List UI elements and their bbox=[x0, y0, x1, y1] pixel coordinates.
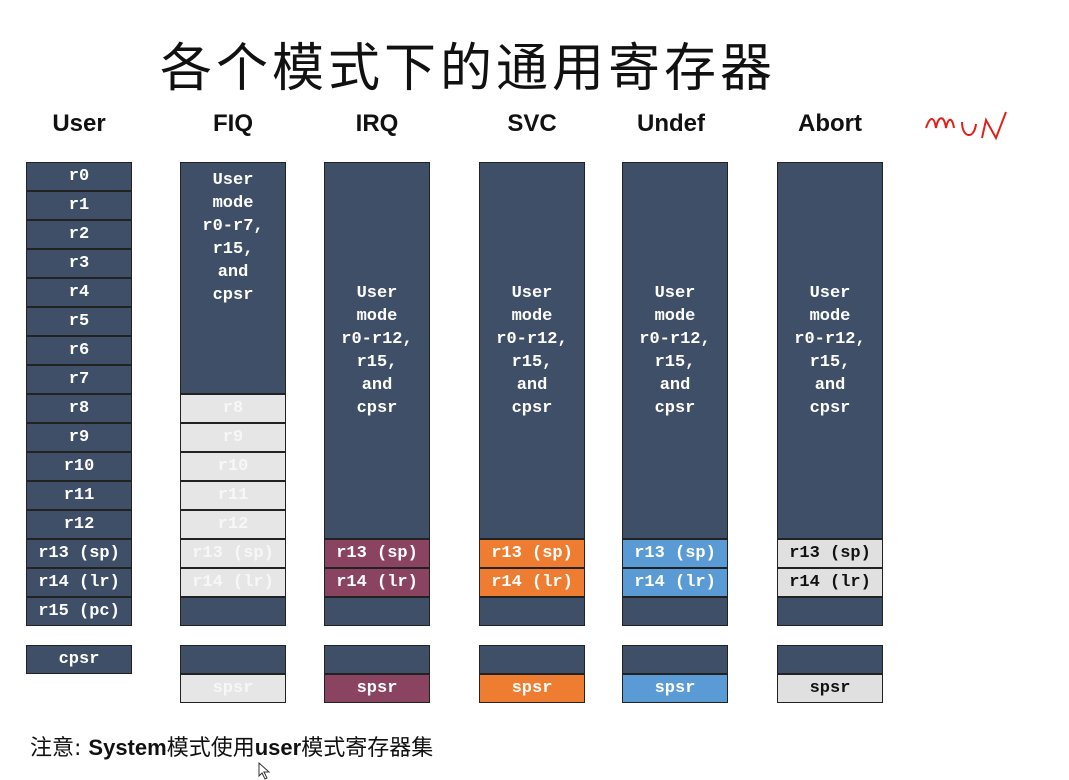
note-bold-system: System bbox=[88, 735, 167, 760]
footnote: 注意: System模式使用user模式寄存器集 bbox=[30, 730, 433, 762]
shared-registers-block: User mode r0-r7, r15, and cpsr bbox=[180, 162, 286, 394]
register-r12: r12 bbox=[26, 510, 132, 539]
register-r1: r1 bbox=[26, 191, 132, 220]
register-r15: r15 (pc) bbox=[26, 597, 132, 626]
register-r7: r7 bbox=[26, 365, 132, 394]
register-r13: r13 (sp) bbox=[26, 539, 132, 568]
abort-register-r14: r14 (lr) bbox=[777, 568, 883, 597]
shared-registers-block: User mode r0-r12, r15, and cpsr bbox=[777, 162, 883, 539]
register-cpsr: cpsr bbox=[26, 645, 132, 674]
column-irq: User mode r0-r12, r15, and cpsr r13 (sp)… bbox=[324, 162, 430, 703]
svc-register-r13: r13 (sp) bbox=[479, 539, 585, 568]
register-r0: r0 bbox=[26, 162, 132, 191]
fiq-register-r8: r8 bbox=[180, 394, 286, 423]
svc-register-r14: r14 (lr) bbox=[479, 568, 585, 597]
irq-cpsr-slot bbox=[324, 645, 430, 674]
fiq-register-r10: r10 bbox=[180, 452, 286, 481]
column-svc: User mode r0-r12, r15, and cpsr r13 (sp)… bbox=[479, 162, 585, 703]
register-r4: r4 bbox=[26, 278, 132, 307]
register-r6: r6 bbox=[26, 336, 132, 365]
fiq-register-r13: r13 (sp) bbox=[180, 539, 286, 568]
column-user: r0 r1 r2 r3 r4 r5 r6 r7 r8 r9 r10 r11 r1… bbox=[26, 162, 132, 674]
fiq-register-r11: r11 bbox=[180, 481, 286, 510]
register-r2: r2 bbox=[26, 220, 132, 249]
header-irq: IRQ bbox=[355, 110, 399, 137]
column-abort: User mode r0-r12, r15, and cpsr r13 (sp)… bbox=[777, 162, 883, 703]
handwritten-scribble bbox=[925, 111, 1007, 141]
fiq-cpsr-slot bbox=[180, 645, 286, 674]
column-undef: User mode r0-r12, r15, and cpsr r13 (sp)… bbox=[622, 162, 728, 703]
mouse-cursor-icon bbox=[258, 762, 271, 780]
fiq-spsr: spsr bbox=[180, 674, 286, 703]
abort-register-r13: r13 (sp) bbox=[777, 539, 883, 568]
header-svc: SVC bbox=[507, 110, 557, 137]
column-fiq: User mode r0-r7, r15, and cpsr r8 r9 r10… bbox=[180, 162, 286, 703]
register-r8: r8 bbox=[26, 394, 132, 423]
register-r14: r14 (lr) bbox=[26, 568, 132, 597]
header-abort: Abort bbox=[798, 110, 862, 137]
irq-spsr: spsr bbox=[324, 674, 430, 703]
irq-r15-slot bbox=[324, 597, 430, 626]
note-bold-user: user bbox=[254, 735, 302, 760]
note-suffix: 模式寄存器集 bbox=[301, 736, 434, 761]
shared-registers-block: User mode r0-r12, r15, and cpsr bbox=[479, 162, 585, 539]
undef-r15-slot bbox=[622, 597, 728, 626]
note-prefix: 注意: bbox=[30, 736, 89, 761]
fiq-register-r12: r12 bbox=[180, 510, 286, 539]
abort-r15-slot bbox=[777, 597, 883, 626]
register-r10: r10 bbox=[26, 452, 132, 481]
abort-cpsr-slot bbox=[777, 645, 883, 674]
header-undef: Undef bbox=[637, 110, 705, 137]
irq-register-r14: r14 (lr) bbox=[324, 568, 430, 597]
note-mid: 模式使用 bbox=[166, 736, 255, 761]
header-fiq: FIQ bbox=[213, 110, 253, 137]
register-r11: r11 bbox=[26, 481, 132, 510]
fiq-register-r9: r9 bbox=[180, 423, 286, 452]
shared-registers-block: User mode r0-r12, r15, and cpsr bbox=[324, 162, 430, 539]
register-r3: r3 bbox=[26, 249, 132, 278]
fiq-r15-slot bbox=[180, 597, 286, 626]
undef-spsr: spsr bbox=[622, 674, 728, 703]
undef-register-r13: r13 (sp) bbox=[622, 539, 728, 568]
page-title: 各个模式下的通用寄存器 bbox=[160, 39, 777, 99]
undef-register-r14: r14 (lr) bbox=[622, 568, 728, 597]
header-user: User bbox=[52, 110, 106, 137]
register-r9: r9 bbox=[26, 423, 132, 452]
fiq-register-r14: r14 (lr) bbox=[180, 568, 286, 597]
undef-cpsr-slot bbox=[622, 645, 728, 674]
svc-r15-slot bbox=[479, 597, 585, 626]
irq-register-r13: r13 (sp) bbox=[324, 539, 430, 568]
shared-registers-block: User mode r0-r12, r15, and cpsr bbox=[622, 162, 728, 539]
abort-spsr: spsr bbox=[777, 674, 883, 703]
svc-cpsr-slot bbox=[479, 645, 585, 674]
svc-spsr: spsr bbox=[479, 674, 585, 703]
register-r5: r5 bbox=[26, 307, 132, 336]
